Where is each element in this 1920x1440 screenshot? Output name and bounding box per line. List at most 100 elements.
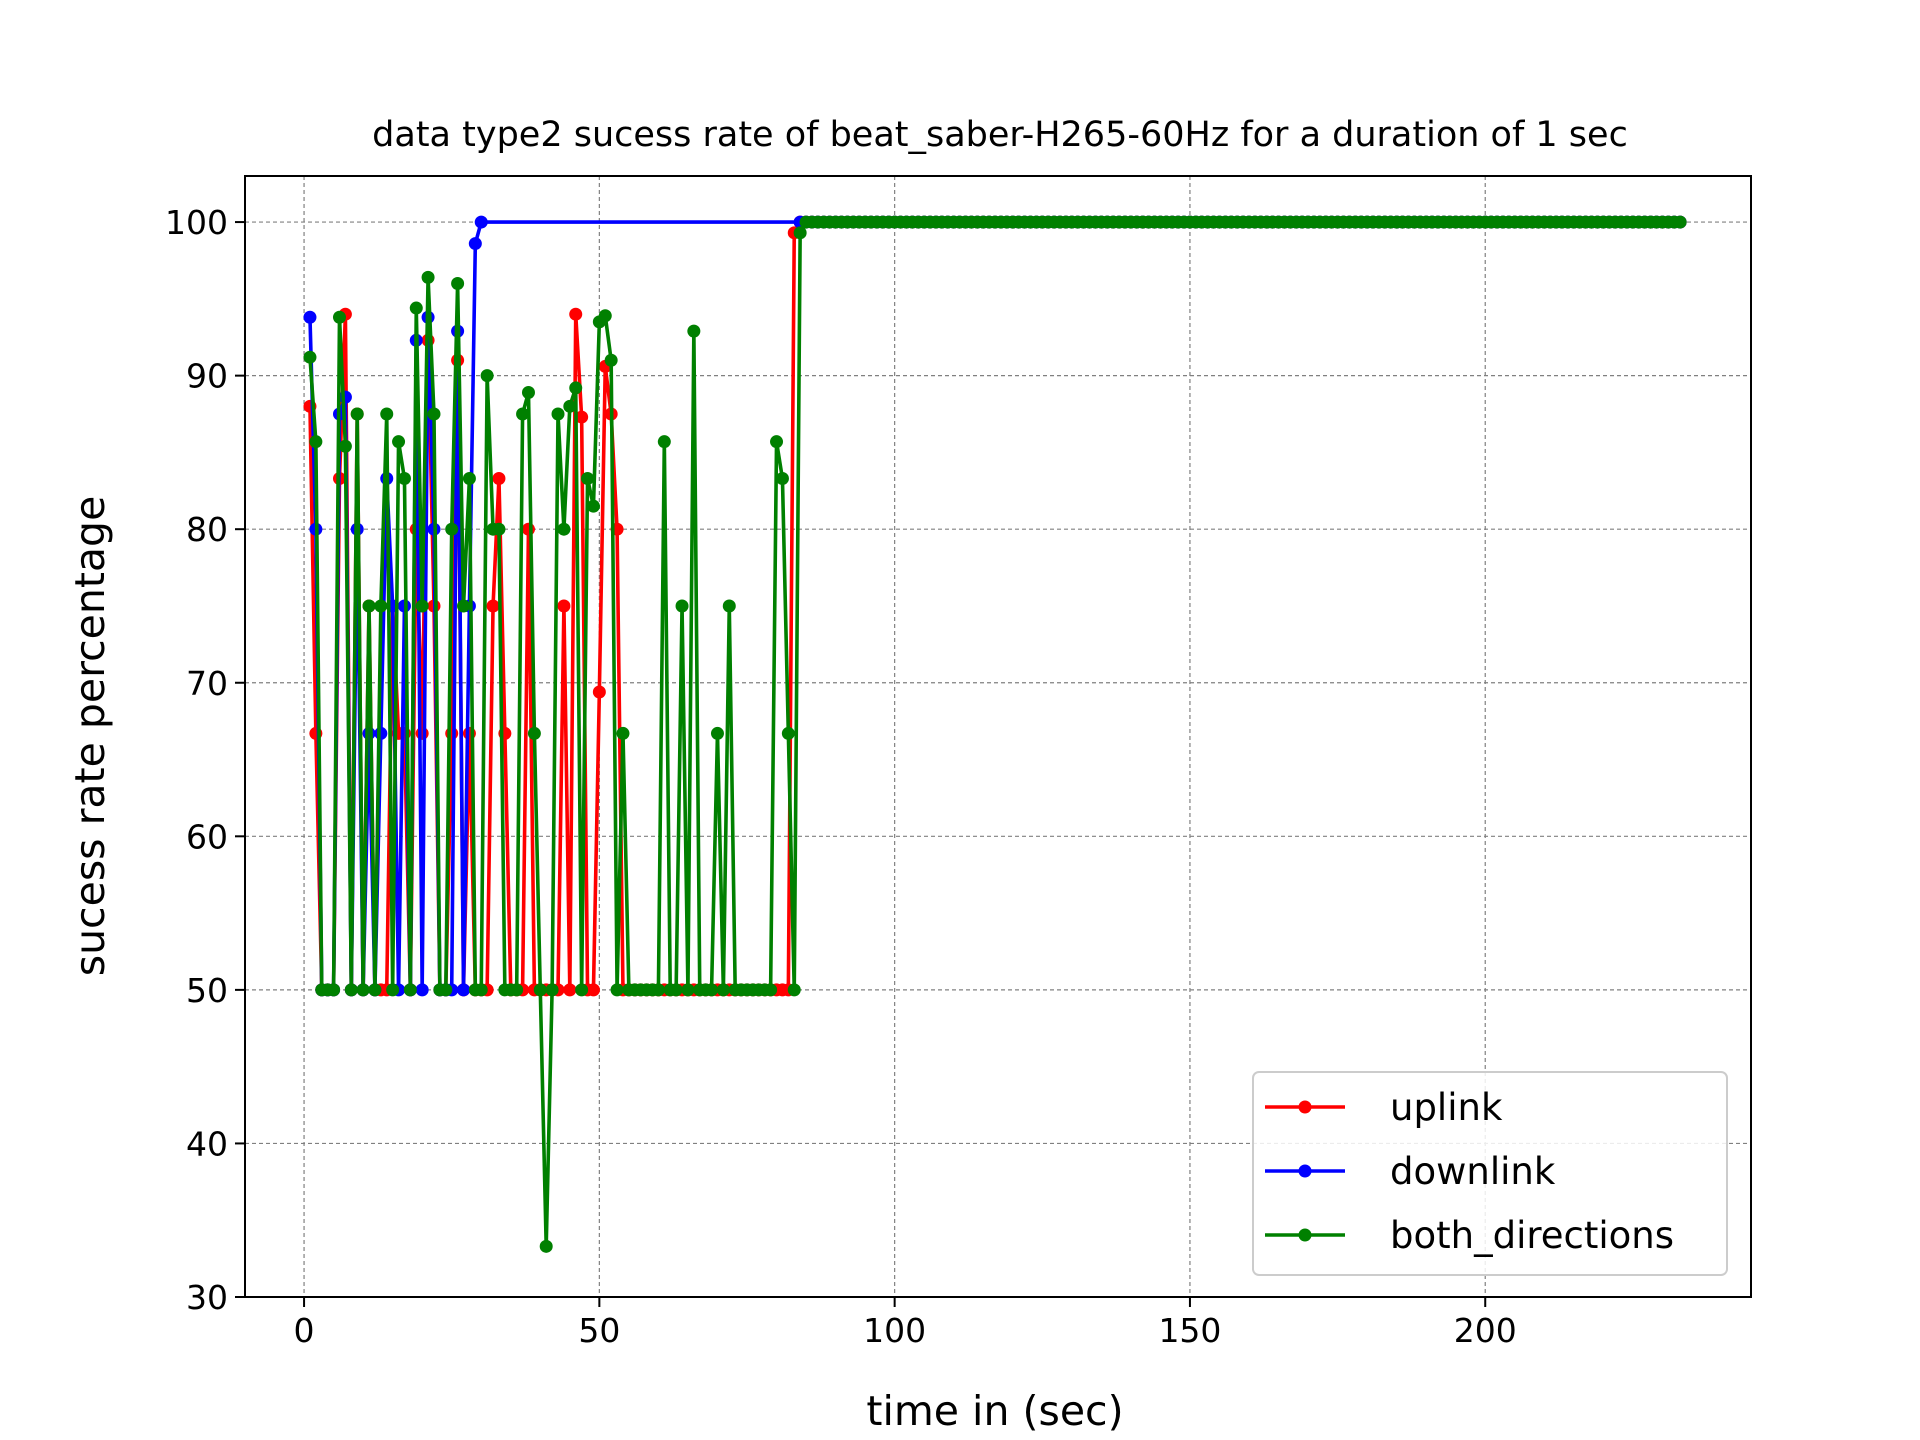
data-point-both_directions bbox=[610, 983, 624, 997]
data-point-both_directions bbox=[705, 983, 719, 997]
data-point-downlink bbox=[374, 726, 388, 740]
data-point-both_directions bbox=[793, 226, 807, 240]
data-point-both_directions bbox=[651, 983, 665, 997]
data-point-both_directions bbox=[722, 599, 736, 613]
data-point-both_directions bbox=[787, 983, 801, 997]
legend-item-both_directions: both_directions bbox=[1265, 1214, 1674, 1257]
data-point-uplink bbox=[486, 599, 500, 613]
data-point-both_directions bbox=[557, 522, 571, 536]
data-point-both_directions bbox=[327, 983, 341, 997]
data-point-both_directions bbox=[344, 983, 358, 997]
data-point-both_directions bbox=[368, 983, 382, 997]
data-point-both_directions bbox=[586, 499, 600, 513]
data-point-both_directions bbox=[462, 472, 476, 486]
data-point-both_directions bbox=[421, 270, 435, 284]
x-tick-label: 0 bbox=[294, 1311, 315, 1350]
y-tick-label: 70 bbox=[186, 664, 228, 703]
data-point-both_directions bbox=[392, 435, 406, 449]
y-tick-label: 100 bbox=[165, 203, 228, 242]
data-point-both_directions bbox=[527, 726, 541, 740]
data-point-both_directions bbox=[303, 350, 317, 364]
data-point-both_directions bbox=[675, 599, 689, 613]
data-point-both_directions bbox=[415, 599, 429, 613]
series-lines bbox=[303, 215, 1687, 1253]
data-point-downlink bbox=[468, 237, 482, 251]
data-point-downlink bbox=[415, 983, 429, 997]
legend-marker bbox=[1298, 1100, 1312, 1114]
data-point-both_directions bbox=[781, 726, 795, 740]
data-point-both_directions bbox=[457, 599, 471, 613]
x-axis-label: time in (sec) bbox=[866, 1387, 1123, 1435]
data-point-both_directions bbox=[309, 435, 323, 449]
x-tick-label: 100 bbox=[863, 1311, 926, 1350]
data-point-both_directions bbox=[598, 309, 612, 323]
data-point-both_directions bbox=[616, 726, 630, 740]
data-point-both_directions bbox=[427, 407, 441, 421]
data-point-both_directions bbox=[687, 324, 701, 338]
plot-area-frame bbox=[244, 175, 1752, 1298]
data-point-both_directions bbox=[492, 522, 506, 536]
axis-ticks: 0 50 100 150 200 30 40 50 60 70 80 90 100 bbox=[165, 203, 1517, 1350]
data-point-both_directions bbox=[775, 472, 789, 486]
y-axis-label: sucess rate percentage bbox=[66, 496, 114, 977]
data-point-both_directions bbox=[581, 472, 595, 486]
data-point-uplink bbox=[569, 307, 583, 321]
y-tick-label: 30 bbox=[186, 1278, 228, 1317]
data-point-both_directions bbox=[545, 983, 559, 997]
data-point-uplink bbox=[563, 983, 577, 997]
x-tick-label: 50 bbox=[578, 1311, 620, 1350]
legend-label: both_directions bbox=[1390, 1214, 1674, 1257]
data-point-uplink bbox=[492, 472, 506, 486]
data-point-both_directions bbox=[480, 369, 494, 383]
data-point-both_directions bbox=[770, 435, 784, 449]
legend: uplink downlink both_directions bbox=[1252, 1071, 1728, 1276]
data-point-downlink bbox=[338, 390, 352, 404]
data-point-uplink bbox=[557, 599, 571, 613]
data-point-both_directions bbox=[551, 407, 565, 421]
data-point-both_directions bbox=[397, 472, 411, 486]
data-point-both_directions bbox=[350, 407, 364, 421]
data-point-downlink bbox=[474, 215, 488, 229]
data-point-both_directions bbox=[374, 599, 388, 613]
data-point-uplink bbox=[521, 522, 535, 536]
data-point-both_directions bbox=[386, 983, 400, 997]
data-point-uplink bbox=[415, 726, 429, 740]
data-point-both_directions bbox=[451, 276, 465, 290]
data-point-downlink bbox=[303, 310, 317, 324]
legend-label: uplink bbox=[1390, 1086, 1503, 1129]
series-both_directions bbox=[303, 215, 1687, 1253]
y-tick-label: 40 bbox=[186, 1124, 228, 1163]
x-tick-label: 200 bbox=[1454, 1311, 1517, 1350]
data-point-both_directions bbox=[356, 983, 370, 997]
data-point-both_directions bbox=[338, 439, 352, 453]
data-point-both_directions bbox=[403, 983, 417, 997]
chart-title: data type2 sucess rate of beat_saber-H26… bbox=[372, 115, 1628, 155]
data-point-both_directions bbox=[669, 983, 683, 997]
data-point-both_directions bbox=[539, 1239, 553, 1253]
data-point-uplink bbox=[592, 685, 606, 699]
y-tick-label: 80 bbox=[186, 510, 228, 549]
data-point-both_directions bbox=[474, 983, 488, 997]
legend-item-downlink: downlink bbox=[1265, 1150, 1556, 1193]
data-point-both_directions bbox=[569, 381, 583, 395]
data-point-uplink bbox=[586, 983, 600, 997]
data-point-both_directions bbox=[764, 983, 778, 997]
data-point-both_directions bbox=[510, 983, 524, 997]
data-point-both_directions bbox=[362, 599, 376, 613]
data-point-both_directions bbox=[439, 983, 453, 997]
data-point-downlink bbox=[457, 983, 471, 997]
legend-box bbox=[1252, 1071, 1728, 1276]
data-point-both_directions bbox=[380, 407, 394, 421]
data-point-downlink bbox=[362, 726, 376, 740]
data-point-both_directions bbox=[604, 353, 618, 367]
legend-marker bbox=[1298, 1228, 1312, 1242]
data-point-both_directions bbox=[516, 407, 530, 421]
y-tick-label: 90 bbox=[186, 357, 228, 396]
data-point-both_directions bbox=[657, 435, 671, 449]
data-point-both_directions bbox=[521, 386, 535, 400]
data-point-both_directions bbox=[681, 983, 695, 997]
data-point-both_directions bbox=[533, 983, 547, 997]
data-point-uplink bbox=[575, 410, 589, 424]
data-point-both_directions bbox=[710, 726, 724, 740]
